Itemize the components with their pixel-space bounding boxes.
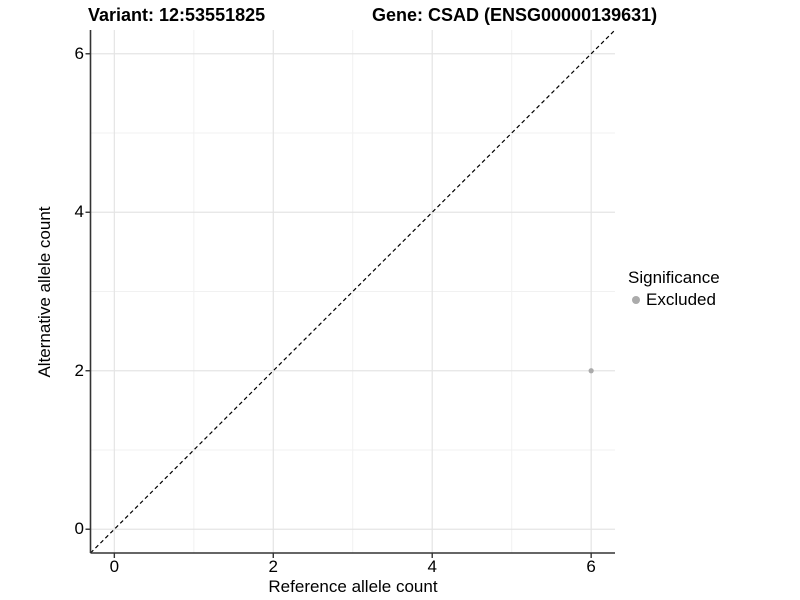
identity-reference-line <box>90 29 616 554</box>
legend-entry-excluded: Excluded <box>628 290 720 310</box>
legend: Significance Excluded <box>628 268 720 310</box>
data-point <box>588 368 594 374</box>
gene-title: Gene: CSAD (ENSG00000139631) <box>372 5 658 25</box>
excluded-point-icon <box>632 296 640 304</box>
variant-title: Variant: 12:53551825 <box>88 5 266 25</box>
x-axis-title: Reference allele count <box>268 577 438 596</box>
y-axis-title: Alternative allele count <box>35 206 54 378</box>
legend-title: Significance <box>628 268 720 287</box>
legend-entry-label: Excluded <box>646 290 716 309</box>
